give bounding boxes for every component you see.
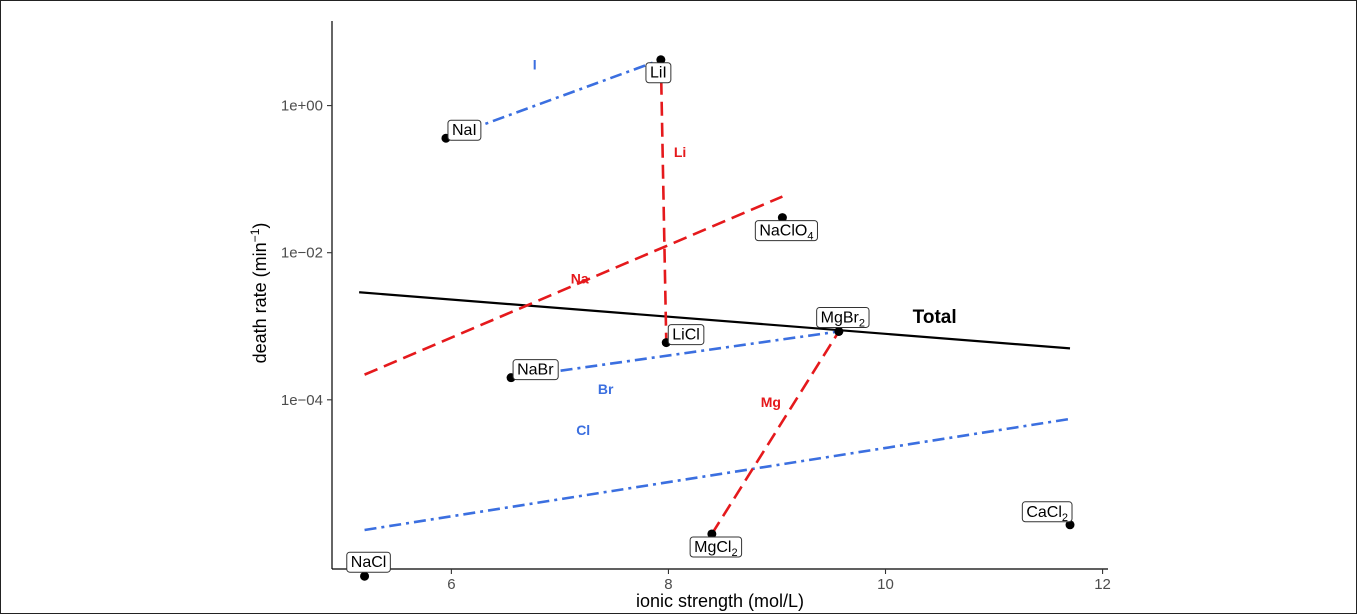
fit-line-labels: Total I Br Cl Li Na Mg bbox=[533, 56, 957, 438]
label-box bbox=[667, 324, 705, 346]
data-point-nacl bbox=[360, 571, 370, 581]
data-point-cacl2 bbox=[1065, 520, 1075, 530]
label-text: LiI bbox=[650, 65, 667, 82]
point-label-mgbr2: MgBr2 bbox=[816, 306, 870, 329]
label-box bbox=[512, 359, 559, 381]
x-tick-label: 8 bbox=[664, 576, 672, 593]
fit-line-cl bbox=[364, 417, 1071, 532]
fit-line-total bbox=[359, 291, 1071, 350]
point-label-nacl: NaCl bbox=[346, 551, 391, 573]
data-point-mgbr2 bbox=[834, 326, 844, 336]
x-tick-label: 6 bbox=[447, 576, 455, 593]
fit-line-mg bbox=[710, 330, 840, 535]
point-label-nabr: NaBr bbox=[512, 359, 559, 381]
point-label-lii: LiI bbox=[645, 62, 672, 84]
label-base: NaClO bbox=[759, 223, 807, 240]
x-tick-label: 12 bbox=[1094, 576, 1111, 593]
label-base: LiCl bbox=[672, 327, 700, 344]
y-axis-title-main: death rate (min bbox=[250, 242, 270, 363]
label-subscript: 2 bbox=[731, 547, 737, 559]
data-point-lii bbox=[656, 55, 666, 65]
label-text: NaClO4 bbox=[759, 223, 813, 243]
fit-line-label-li: Li bbox=[674, 144, 686, 160]
label-base: NaBr bbox=[517, 362, 554, 379]
axes bbox=[331, 21, 1108, 570]
label-box bbox=[816, 306, 870, 328]
label-text: NaI bbox=[452, 122, 477, 139]
label-base: NaCl bbox=[351, 554, 387, 571]
label-base: CaCl bbox=[1026, 504, 1062, 521]
label-subscript: 4 bbox=[807, 231, 813, 243]
fit-line-label-br: Br bbox=[598, 381, 614, 397]
label-base: NaI bbox=[452, 122, 477, 139]
point-label-licl: LiCl bbox=[667, 324, 705, 346]
y-axis-title: death rate (min−1) bbox=[248, 223, 270, 364]
label-subscript: 2 bbox=[1062, 512, 1068, 524]
data-point-naclo4 bbox=[777, 213, 787, 223]
label-text: CaCl2 bbox=[1026, 504, 1068, 524]
label-text: MgBr2 bbox=[821, 309, 865, 329]
point-label-nai: NaI bbox=[447, 119, 482, 141]
y-tick-label: 1e+00 bbox=[281, 98, 323, 115]
data-point-mgcl2 bbox=[707, 529, 717, 539]
fit-line-label-total: Total bbox=[913, 307, 957, 328]
label-box bbox=[645, 62, 672, 84]
label-box bbox=[1021, 501, 1073, 523]
label-text: MgCl2 bbox=[694, 539, 737, 559]
fit-line-na bbox=[364, 195, 783, 376]
label-base: LiI bbox=[650, 65, 667, 82]
label-base: MgBr bbox=[821, 309, 860, 326]
label-box bbox=[754, 220, 818, 242]
y-axis-title-sup: −1 bbox=[248, 228, 262, 242]
x-tick-label: 10 bbox=[877, 576, 894, 593]
label-box bbox=[346, 551, 391, 573]
label-box bbox=[447, 119, 482, 141]
point-label-mgcl2: MgCl2 bbox=[689, 536, 743, 559]
label-box bbox=[689, 536, 743, 558]
fit-line-label-cl: Cl bbox=[576, 422, 590, 438]
fit-line-br bbox=[510, 330, 840, 379]
axis-ticks: 6 8 10 12 1e+00 1e−02 1e−04 bbox=[281, 98, 1111, 593]
y-tick-label: 1e−02 bbox=[281, 245, 323, 262]
x-axis-title: ionic strength (mol/L) bbox=[636, 591, 804, 611]
fit-line-li bbox=[659, 59, 668, 343]
fit-lines bbox=[359, 58, 1071, 535]
point-label-naclo4: NaClO4 bbox=[754, 220, 818, 243]
fit-line-label-na: Na bbox=[571, 271, 589, 287]
fit-line-label-i: I bbox=[533, 56, 537, 72]
label-text: NaBr bbox=[517, 362, 554, 379]
point-label-cacl2: CaCl2 bbox=[1021, 501, 1073, 524]
fit-line-label-mg: Mg bbox=[761, 394, 781, 410]
label-text: NaCl bbox=[351, 554, 387, 571]
label-base: MgCl bbox=[694, 539, 731, 556]
label-subscript: 2 bbox=[859, 317, 865, 329]
y-tick-label: 1e−04 bbox=[281, 392, 323, 409]
label-text: LiCl bbox=[672, 327, 700, 344]
y-axis-title-end: ) bbox=[250, 223, 270, 229]
